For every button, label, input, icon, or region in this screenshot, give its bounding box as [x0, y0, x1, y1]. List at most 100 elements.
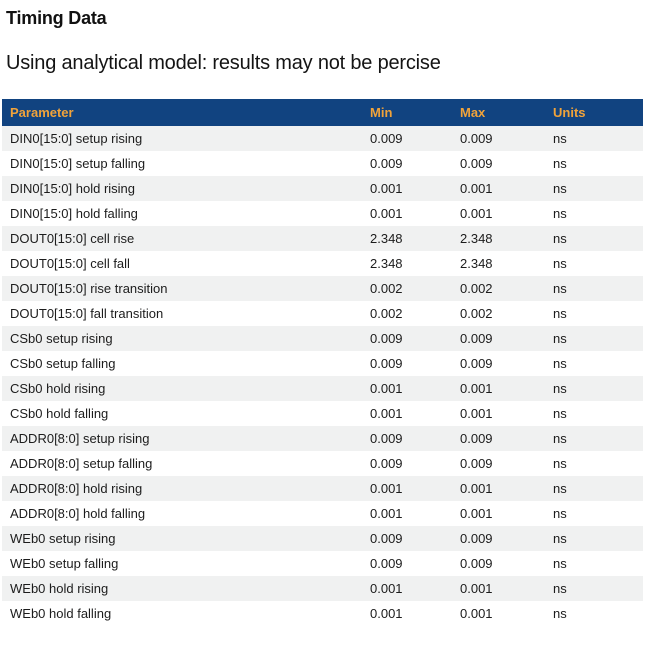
- parameter-cell: ADDR0[8:0] setup falling: [10, 456, 153, 471]
- min-cell: 0.001: [370, 606, 403, 621]
- units-cell: ns: [553, 506, 567, 521]
- min-cell: 0.009: [370, 356, 403, 371]
- units-cell: ns: [553, 406, 567, 421]
- table-row: ADDR0[8:0] setup falling 0.009 0.009 ns: [2, 451, 643, 476]
- units-cell: ns: [553, 531, 567, 546]
- max-cell: 2.348: [460, 256, 493, 271]
- max-cell: 0.001: [460, 506, 493, 521]
- table-row: DIN0[15:0] hold rising 0.001 0.001 ns: [2, 176, 643, 201]
- units-cell: ns: [553, 356, 567, 371]
- max-cell: 0.001: [460, 406, 493, 421]
- min-cell: 0.001: [370, 381, 403, 396]
- parameter-cell: WEb0 hold rising: [10, 581, 109, 596]
- units-cell: ns: [553, 581, 567, 596]
- units-cell: ns: [553, 431, 567, 446]
- parameter-cell: DIN0[15:0] hold rising: [10, 181, 136, 196]
- table-row: WEb0 setup rising 0.009 0.009 ns: [2, 526, 643, 551]
- min-cell: 2.348: [370, 256, 403, 271]
- min-cell: 0.009: [370, 156, 403, 171]
- table-row: CSb0 hold falling 0.001 0.001 ns: [2, 401, 643, 426]
- max-cell: 0.009: [460, 556, 493, 571]
- parameter-cell: WEb0 hold falling: [10, 606, 112, 621]
- table-row: DOUT0[15:0] cell rise 2.348 2.348 ns: [2, 226, 643, 251]
- table-row: DOUT0[15:0] fall transition 0.002 0.002 ns: [2, 301, 643, 326]
- parameter-cell: ADDR0[8:0] setup rising: [10, 431, 150, 446]
- units-cell: ns: [553, 156, 567, 171]
- min-cell: 0.009: [370, 331, 403, 346]
- max-cell: 0.009: [460, 131, 493, 146]
- column-header-units: Units: [545, 99, 643, 126]
- min-cell: 0.002: [370, 306, 403, 321]
- min-cell: 0.001: [370, 506, 403, 521]
- min-cell: 0.001: [370, 581, 403, 596]
- min-cell: 0.009: [370, 456, 403, 471]
- units-cell: ns: [553, 381, 567, 396]
- page-subtitle: Using analytical model: results may not …: [6, 52, 441, 74]
- parameter-cell: CSb0 setup rising: [10, 331, 113, 346]
- parameter-cell: DIN0[15:0] setup rising: [10, 131, 143, 146]
- parameter-cell: ADDR0[8:0] hold rising: [10, 481, 143, 496]
- table-row: CSb0 setup rising 0.009 0.009 ns: [2, 326, 643, 351]
- units-cell: ns: [553, 231, 567, 246]
- units-cell: ns: [553, 281, 567, 296]
- parameter-cell: DOUT0[15:0] cell rise: [10, 231, 135, 246]
- max-cell: 0.009: [460, 531, 493, 546]
- max-cell: 0.002: [460, 281, 493, 296]
- min-cell: 0.009: [370, 556, 403, 571]
- max-cell: 0.001: [460, 481, 493, 496]
- max-cell: 0.001: [460, 206, 493, 221]
- parameter-cell: WEb0 setup rising: [10, 531, 116, 546]
- max-cell: 0.001: [460, 381, 493, 396]
- max-cell: 0.001: [460, 181, 493, 196]
- parameter-cell: DIN0[15:0] hold falling: [10, 206, 138, 221]
- table-row: CSb0 hold rising 0.001 0.001 ns: [2, 376, 643, 401]
- min-cell: 0.001: [370, 406, 403, 421]
- units-cell: ns: [553, 306, 567, 321]
- min-cell: 0.009: [370, 131, 403, 146]
- table-row: WEb0 hold falling 0.001 0.001 ns: [2, 601, 643, 626]
- parameter-cell: CSb0 hold falling: [10, 406, 109, 421]
- table-row: DOUT0[15:0] rise transition 0.002 0.002 ns: [2, 276, 643, 301]
- parameter-cell: DIN0[15:0] setup falling: [10, 156, 146, 171]
- parameter-cell: WEb0 setup falling: [10, 556, 119, 571]
- table-header-row: Parameter Min Max Units: [2, 99, 643, 126]
- units-cell: ns: [553, 606, 567, 621]
- table-row: ADDR0[8:0] hold rising 0.001 0.001 ns: [2, 476, 643, 501]
- max-cell: 0.009: [460, 331, 493, 346]
- table-row: DIN0[15:0] setup rising 0.009 0.009 ns: [2, 126, 643, 151]
- timing-data-table: Parameter Min Max Units DIN0[15:0] setup…: [2, 99, 643, 626]
- table-row: WEb0 setup falling 0.009 0.009 ns: [2, 551, 643, 576]
- parameter-cell: CSb0 hold rising: [10, 381, 106, 396]
- table-row: ADDR0[8:0] hold falling 0.001 0.001 ns: [2, 501, 643, 526]
- min-cell: 0.009: [370, 431, 403, 446]
- min-cell: 0.001: [370, 206, 403, 221]
- table-row: ADDR0[8:0] setup rising 0.009 0.009 ns: [2, 426, 643, 451]
- units-cell: ns: [553, 456, 567, 471]
- max-cell: 0.001: [460, 581, 493, 596]
- parameter-cell: CSb0 setup falling: [10, 356, 116, 371]
- units-cell: ns: [553, 181, 567, 196]
- min-cell: 0.009: [370, 531, 403, 546]
- max-cell: 0.009: [460, 431, 493, 446]
- units-cell: ns: [553, 331, 567, 346]
- max-cell: 0.009: [460, 456, 493, 471]
- timing-table-body: DIN0[15:0] setup rising 0.009 0.009 ns DIN0[…: [2, 126, 643, 626]
- units-cell: ns: [553, 556, 567, 571]
- table-row: DOUT0[15:0] cell fall 2.348 2.348 ns: [2, 251, 643, 276]
- max-cell: 0.009: [460, 156, 493, 171]
- column-header-min: Min: [362, 99, 452, 126]
- column-header-parameter: Parameter: [2, 99, 362, 126]
- table-row: CSb0 setup falling 0.009 0.009 ns: [2, 351, 643, 376]
- units-cell: ns: [553, 206, 567, 221]
- units-cell: ns: [553, 256, 567, 271]
- min-cell: 0.001: [370, 181, 403, 196]
- max-cell: 0.001: [460, 606, 493, 621]
- max-cell: 2.348: [460, 231, 493, 246]
- units-cell: ns: [553, 481, 567, 496]
- table-row: WEb0 hold rising 0.001 0.001 ns: [2, 576, 643, 601]
- max-cell: 0.009: [460, 356, 493, 371]
- table-row: DIN0[15:0] setup falling 0.009 0.009 ns: [2, 151, 643, 176]
- parameter-cell: DOUT0[15:0] cell fall: [10, 256, 130, 271]
- units-cell: ns: [553, 131, 567, 146]
- min-cell: 0.001: [370, 481, 403, 496]
